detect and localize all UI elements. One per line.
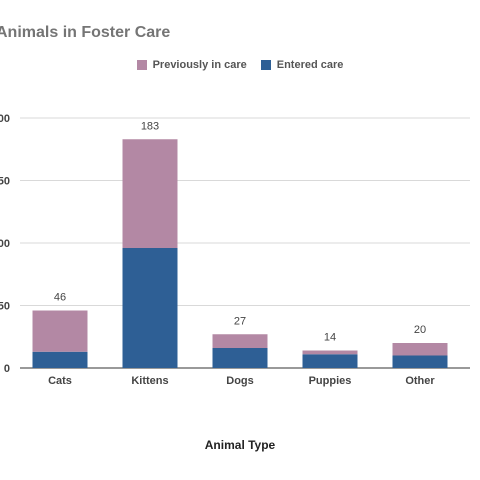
x-tick-label-dogs: Dogs — [226, 375, 254, 387]
legend-swatch-entered — [260, 60, 271, 70]
legend-swatch-previously — [136, 60, 147, 70]
total-label-dogs: 27 — [234, 315, 246, 327]
total-label-puppies: 14 — [324, 332, 336, 344]
y-tick-label-50: 50 — [0, 301, 10, 313]
total-label-kittens: 183 — [141, 120, 159, 132]
bar-kittens-previously — [122, 139, 178, 248]
x-tick-label-other: Other — [405, 375, 435, 387]
x-tick-label-cats: Cats — [48, 375, 72, 387]
bar-cats-previously — [32, 310, 88, 352]
bar-dogs-previously — [212, 334, 268, 348]
y-tick-label-100: 100 — [0, 238, 10, 250]
y-tick-label-0: 0 — [4, 363, 10, 375]
bar-other-previously — [392, 343, 448, 356]
bar-kittens-entered — [122, 248, 178, 368]
y-tick-label-200: 200 — [0, 113, 10, 125]
bar-cats-entered — [32, 351, 88, 368]
x-axis-label: Animal Type — [204, 438, 276, 452]
bar-puppies-previously — [302, 350, 358, 355]
x-tick-label-puppies: Puppies — [309, 375, 352, 387]
chart-legend: Previously in care Entered care — [0, 59, 480, 71]
chart-title: Animals in Foster Care — [0, 24, 171, 41]
legend-label-entered: Entered care — [276, 59, 344, 71]
total-label-cats: 46 — [54, 292, 66, 304]
x-tick-label-kittens: Kittens — [131, 375, 168, 387]
y-tick-label-150: 150 — [0, 176, 10, 188]
bar-other-entered — [392, 355, 448, 368]
legend-item-entered: Entered care — [260, 59, 344, 71]
bar-dogs-entered — [212, 348, 268, 368]
total-label-other: 20 — [414, 324, 426, 336]
bar-puppies-entered — [302, 354, 358, 368]
legend-item-previously: Previously in care — [136, 59, 247, 71]
legend-label-previously: Previously in care — [152, 59, 247, 71]
